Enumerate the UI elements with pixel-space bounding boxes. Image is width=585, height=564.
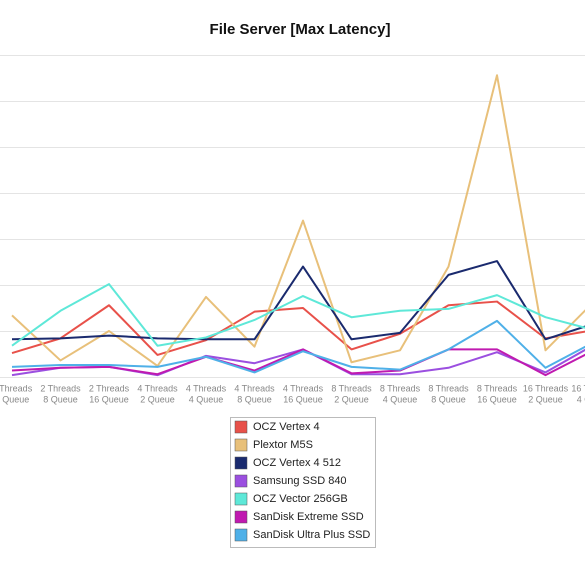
series-line xyxy=(11,348,585,377)
x-tick-label: 4 Threads xyxy=(234,383,275,393)
legend-label: Samsung SSD 840 xyxy=(253,475,347,487)
x-tick-label: 4 Queue xyxy=(189,394,224,404)
x-tick-label: 2 Threads xyxy=(89,383,130,393)
x-tick-label: 8 Queue xyxy=(431,394,466,404)
legend-label: SanDisk Extreme SSD xyxy=(253,511,364,523)
x-tick-label: 8 Threads xyxy=(380,383,421,393)
x-tick-label: 2 Queue xyxy=(140,394,175,404)
legend-box xyxy=(230,417,376,548)
series-line xyxy=(11,348,585,377)
legend-swatch xyxy=(234,474,248,488)
legend-swatch xyxy=(234,492,248,506)
x-tick-label: 16 Threads xyxy=(523,383,569,393)
legend-swatch xyxy=(234,528,248,542)
x-tick-label: 4 Queue xyxy=(577,394,585,404)
legend-label: OCZ Vertex 4 512 xyxy=(253,457,341,469)
legend-label: OCZ Vector 256GB xyxy=(253,493,348,505)
legend-swatch xyxy=(234,456,248,470)
x-tick-label: 16 Queue xyxy=(477,394,517,404)
x-tick-label: 8 Threads xyxy=(331,383,372,393)
legend-swatch xyxy=(234,438,248,452)
legend-swatch xyxy=(234,420,248,434)
x-tick-label: 8 Queue xyxy=(43,394,78,404)
x-tick-label: 8 Threads xyxy=(428,383,469,393)
series-line xyxy=(11,283,585,347)
series-line xyxy=(11,300,585,356)
chart-title: File Server [Max Latency] xyxy=(210,21,391,38)
x-tick-label: 4 Queue xyxy=(383,394,418,404)
series-line xyxy=(11,260,585,341)
legend-label: SanDisk Ultra Plus SSD xyxy=(253,529,370,541)
x-tick-label: 8 Threads xyxy=(477,383,518,393)
x-tick-label: 4 Threads xyxy=(283,383,324,393)
x-tick-label: 8 Queue xyxy=(237,394,272,404)
x-tick-label: 4 Threads xyxy=(186,383,227,393)
legend-swatch xyxy=(234,510,248,524)
x-tick-label: 16 Queue xyxy=(89,394,129,404)
x-tick-label: 2 Threads xyxy=(40,383,81,393)
x-tick-label: 4 Queue xyxy=(0,394,29,404)
legend-label: OCZ Vertex 4 xyxy=(253,421,320,433)
series-line xyxy=(11,74,585,367)
x-tick-label: 2 Threads xyxy=(0,383,33,393)
series-line xyxy=(11,319,585,374)
x-tick-label: 2 Queue xyxy=(528,394,563,404)
x-tick-label: 4 Threads xyxy=(137,383,178,393)
x-tick-label: 16 Queue xyxy=(283,394,323,404)
x-tick-label: 2 Queue xyxy=(334,394,369,404)
legend-label: Plextor M5S xyxy=(253,439,313,451)
x-tick-label: 16 Threads xyxy=(571,383,585,393)
